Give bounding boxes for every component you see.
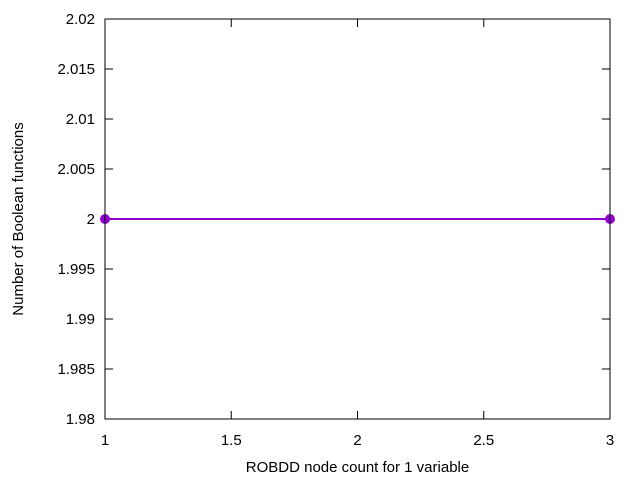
y-tick-label: 1.99 (66, 311, 95, 328)
x-tick-label: 2 (353, 432, 361, 449)
y-tick-label: 2.015 (57, 61, 95, 78)
y-tick-label: 2.02 (66, 11, 95, 28)
y-tick-label: 1.985 (57, 361, 95, 378)
labels-layer: 1 1.5 2 2.5 3 1.98 1.985 1.99 1.995 2 2.005 2.01 2.0… (57, 11, 614, 449)
y-axis-label: Number of Boolean functions (10, 122, 27, 315)
x-tick-label: 2.5 (473, 432, 494, 449)
x-tick-label: 3 (606, 432, 614, 449)
y-tick-label: 1.98 (66, 411, 95, 428)
x-axis-label: ROBDD node count for 1 variable (246, 459, 469, 476)
x-tick-label: 1 (101, 432, 109, 449)
y-tick-label: 2.005 (57, 161, 95, 178)
x-tick-label: 1.5 (221, 432, 242, 449)
y-tick-label: 2 (87, 211, 95, 228)
y-tick-label: 1.995 (57, 261, 95, 278)
plot-frame (104, 18, 611, 420)
y-tick-label: 2.01 (66, 111, 95, 128)
